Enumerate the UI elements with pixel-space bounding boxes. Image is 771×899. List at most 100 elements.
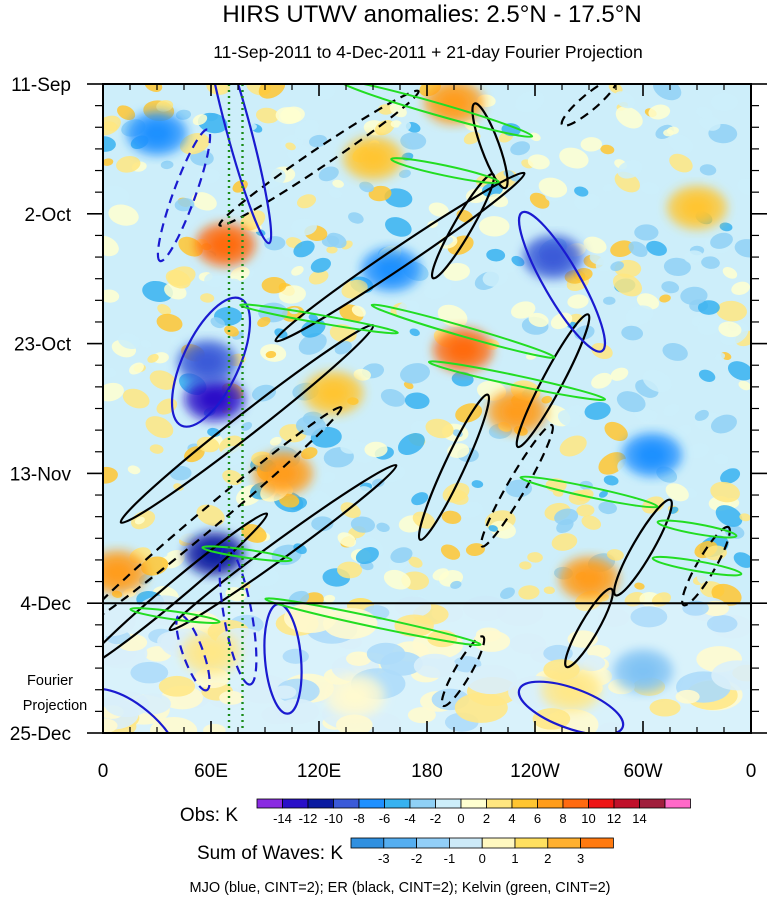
texture-blob: [219, 445, 248, 466]
kelvin-contour: [239, 303, 399, 335]
texture-blob: [390, 120, 402, 128]
texture-blob: [351, 305, 366, 317]
texture-blob: [488, 525, 498, 532]
texture-blob: [710, 481, 740, 503]
colorbar-box: [588, 798, 615, 809]
texture-blob: [311, 516, 334, 532]
texture-blob: [519, 561, 532, 570]
anomaly-core: [573, 566, 605, 591]
colorbar-box: [580, 837, 614, 849]
texture-blob: [505, 479, 533, 498]
anomaly-core: [636, 442, 668, 467]
anomaly-core: [141, 121, 173, 146]
colorbar-label: -3: [378, 851, 390, 866]
texture-blob: [625, 305, 654, 326]
y-tick-label: 13-Nov: [10, 464, 72, 485]
colorbar-label: -2: [411, 851, 423, 866]
texture-blob: [481, 182, 504, 198]
texture-blob: [458, 501, 483, 518]
texture-blob: [698, 369, 716, 382]
texture-blob: [595, 481, 606, 489]
anomaly-core: [191, 350, 224, 375]
texture-blob: [348, 212, 364, 224]
texture-blob: [663, 403, 680, 417]
anomaly-core: [501, 399, 533, 424]
colorbar-box: [562, 798, 589, 809]
texture-blob: [404, 392, 430, 410]
colorbar-box: [547, 837, 581, 849]
anomaly-core: [339, 683, 371, 708]
texture-blob: [527, 552, 543, 563]
texture-blob: [554, 508, 579, 526]
texture-blob: [699, 164, 717, 176]
texture-blob: [385, 217, 412, 237]
texture-blob: [587, 645, 611, 659]
texture-blob: [739, 513, 751, 522]
colorbar-box: [613, 798, 640, 809]
er-contour: [480, 423, 554, 548]
texture-blob: [398, 169, 411, 178]
texture-blob: [134, 516, 145, 525]
texture-blob: [648, 104, 671, 120]
texture-blob: [184, 446, 205, 463]
texture-blob: [323, 594, 336, 603]
texture-blob: [616, 391, 646, 413]
texture-blob: [580, 137, 603, 152]
anomaly-core: [195, 640, 227, 665]
anomaly-feature: [667, 185, 727, 230]
texture-blob: [265, 350, 277, 359]
er-contour: [471, 102, 509, 190]
anomaly-feature: [622, 432, 682, 477]
y-tick-label: 2-Oct: [25, 205, 72, 226]
texture-blob: [291, 265, 304, 276]
texture-blob: [634, 224, 659, 241]
texture-blob: [665, 483, 689, 502]
texture-blob: [264, 236, 286, 251]
texture-blob: [602, 183, 615, 192]
texture-blob: [550, 312, 573, 330]
anomaly-feature: [253, 451, 313, 496]
texture-blob: [543, 586, 555, 595]
texture-blob: [603, 296, 616, 305]
texture-blob: [662, 342, 688, 361]
anomaly-feature: [343, 136, 403, 181]
texture-blob: [714, 352, 726, 361]
texture-blob: [727, 361, 751, 381]
er-contour: [103, 406, 343, 628]
texture-blob: [376, 522, 390, 532]
texture-blob: [359, 181, 374, 193]
texture-blob: [428, 202, 449, 217]
texture-blob: [509, 633, 546, 654]
texture-blob: [390, 547, 413, 564]
texture-blob: [104, 691, 150, 718]
texture-blob: [203, 723, 226, 733]
texture-blob: [600, 144, 615, 155]
texture-blob: [731, 281, 751, 295]
texture-blob: [394, 596, 432, 618]
texture-blob: [615, 106, 643, 129]
texture-blob: [634, 582, 645, 590]
texture-blob: [510, 301, 536, 319]
texture-blob: [610, 240, 634, 257]
texture-blob: [581, 515, 602, 530]
texture-blob: [710, 232, 733, 249]
texture-blob: [262, 588, 276, 599]
texture-blob: [210, 317, 225, 329]
texture-blob: [529, 132, 541, 142]
texture-blob: [255, 107, 280, 124]
texture-blob: [103, 158, 114, 166]
texture-blob: [413, 653, 456, 678]
texture-blob: [380, 651, 423, 676]
chart-title: HIRS UTWV anomalies: 2.5°N - 17.5°N: [222, 1, 641, 28]
texture-blob: [715, 505, 743, 527]
kelvin-contour: [519, 475, 659, 509]
colorbar-label: 12: [607, 811, 621, 826]
colorbar-box: [639, 798, 666, 809]
colorbar-box: [448, 837, 483, 849]
texture-blob: [584, 402, 611, 420]
anomaly-feature: [177, 340, 238, 385]
texture-blob: [293, 543, 307, 555]
texture-blob: [441, 510, 462, 525]
texture-blob: [368, 185, 392, 202]
